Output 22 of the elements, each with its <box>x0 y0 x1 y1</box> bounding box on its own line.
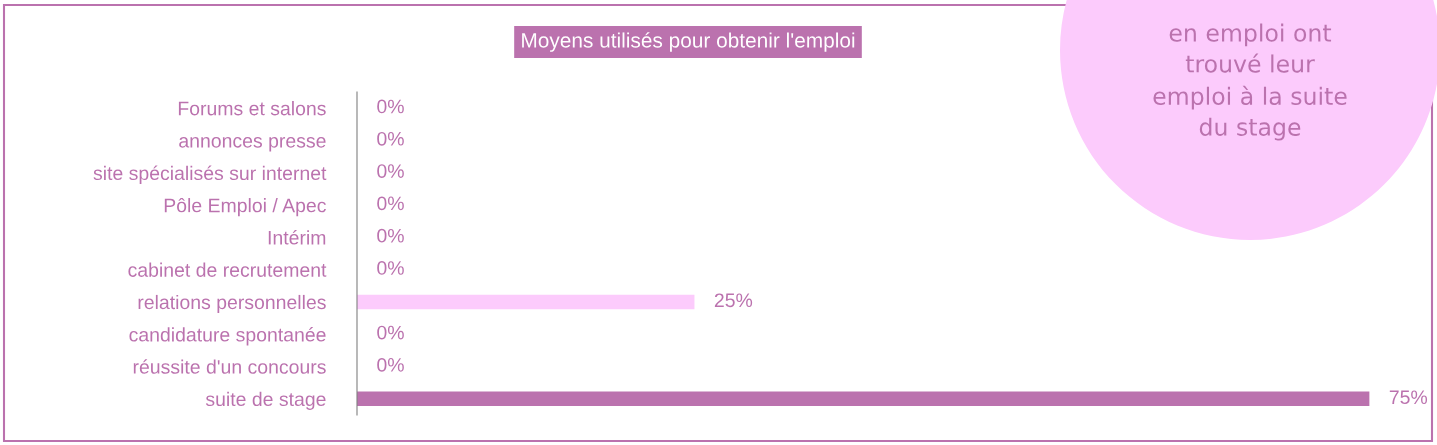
y-tick-label: cabinet de recrutement <box>128 262 327 277</box>
chart-title: Moyens utilisés pour obtenir l'emploi <box>522 32 855 52</box>
y-tick-label: relations personnelles <box>138 294 326 314</box>
y-tick-label: Forums et salons <box>178 101 326 116</box>
y-tick-label: annonces presse <box>179 137 326 152</box>
data-label: 0% <box>377 228 404 243</box>
y-tick-label: Intérim <box>268 230 326 245</box>
annotation: en emploi ont trouvé leur emploi à la suite du stage <box>1153 23 1347 141</box>
data-label: 0% <box>377 99 404 114</box>
y-tick-label: site spécialisés sur internet <box>93 165 327 184</box>
data-label: 0% <box>377 261 404 275</box>
data-label: 0% <box>377 164 404 178</box>
y-tick-label: réussite d'un concours <box>133 359 326 374</box>
y-tick-label: suite de stage <box>205 391 326 410</box>
data-label: 0% <box>377 358 404 372</box>
data-label: 25% <box>714 293 753 308</box>
data-label: 75% <box>1389 390 1428 405</box>
data-label: 0% <box>377 131 404 146</box>
data-label: 0% <box>377 196 404 211</box>
data-label: 0% <box>377 325 404 340</box>
y-tick-label: Pôle Emploi / Apec <box>164 197 326 217</box>
y-tick-label: candidature spontanée <box>129 327 326 346</box>
